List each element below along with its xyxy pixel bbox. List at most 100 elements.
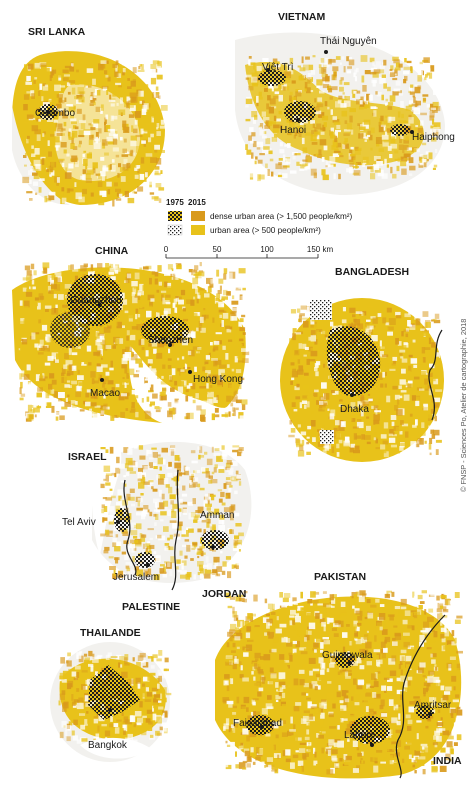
urban-speckle <box>230 727 237 734</box>
urban-speckle <box>289 91 293 96</box>
urban-speckle <box>36 117 39 122</box>
urban-speckle <box>433 126 440 132</box>
urban-speckle <box>290 362 295 366</box>
urban-speckle <box>137 682 141 689</box>
urban-speckle <box>331 449 337 457</box>
urban-speckle <box>314 131 321 136</box>
urban-speckle <box>130 342 136 347</box>
urban-speckle <box>202 366 206 372</box>
urban-speckle <box>58 265 64 271</box>
urban-speckle <box>101 364 108 368</box>
urban-speckle <box>357 622 362 626</box>
urban-speckle <box>290 762 295 769</box>
urban-speckle <box>395 311 401 316</box>
urban-speckle <box>271 769 278 772</box>
urban-speckle <box>167 406 171 409</box>
urban-speckle <box>172 503 179 509</box>
urban-speckle <box>146 305 153 312</box>
urban-speckle <box>336 124 341 129</box>
urban-speckle <box>141 64 144 70</box>
urban-speckle <box>212 511 215 515</box>
urban-speckle <box>358 133 364 139</box>
urban-speckle <box>293 134 296 139</box>
urban-speckle <box>157 683 160 689</box>
urban-speckle <box>60 194 63 198</box>
urban-speckle <box>302 663 309 671</box>
urban-speckle <box>64 353 69 359</box>
urban-speckle <box>147 656 153 659</box>
urban-speckle <box>293 706 300 712</box>
urban-speckle <box>453 722 457 729</box>
urban-speckle <box>283 83 288 87</box>
urban-speckle <box>359 590 366 596</box>
urban-speckle <box>263 146 270 150</box>
urban-speckle <box>33 404 38 408</box>
urban-speckle <box>411 631 414 637</box>
urban-speckle <box>408 365 412 372</box>
urban-speckle <box>152 654 158 659</box>
urban-speckle <box>369 699 373 704</box>
urban-speckle <box>331 749 338 754</box>
urban-speckle <box>167 509 173 516</box>
urban-speckle <box>123 138 127 143</box>
urban-speckle <box>335 614 342 618</box>
urban-speckle <box>445 686 452 691</box>
bangladesh-india-border <box>428 329 443 421</box>
urban-speckle <box>90 183 97 190</box>
urban-speckle <box>438 703 442 707</box>
urban-speckle <box>404 313 411 318</box>
urban-speckle <box>403 139 409 144</box>
urban-speckle <box>183 264 187 269</box>
urban-speckle <box>332 140 338 147</box>
urban-speckle <box>300 718 307 724</box>
urban-speckle <box>245 144 248 150</box>
urban-speckle <box>251 111 258 118</box>
urban-speckle <box>153 707 156 712</box>
urban-speckle <box>452 729 457 735</box>
urban-speckle <box>240 621 243 628</box>
urban-speckle <box>120 664 123 668</box>
urban-speckle <box>394 606 401 610</box>
urban-speckle <box>208 511 213 516</box>
urban-speckle <box>418 358 424 365</box>
urban-speckle <box>42 133 45 137</box>
urban-speckle <box>149 192 155 195</box>
urban-speckle <box>272 603 275 611</box>
urban-speckle <box>67 680 74 688</box>
urban-speckle <box>141 300 148 305</box>
urban-speckle <box>381 354 389 358</box>
urban-speckle <box>429 639 436 644</box>
urban-speckle <box>432 705 437 708</box>
urban-speckle <box>408 733 415 740</box>
urban-speckle <box>151 447 157 450</box>
urban-speckle <box>135 165 141 169</box>
urban-speckle <box>414 148 420 153</box>
map-vietnam <box>235 32 445 195</box>
lahore-marker <box>370 743 374 747</box>
urban-speckle <box>221 320 224 327</box>
urban-speckle <box>136 507 144 511</box>
urban-speckle <box>258 174 265 180</box>
urban-speckle <box>408 117 414 124</box>
urban-speckle <box>292 648 297 654</box>
urban-speckle <box>165 301 171 305</box>
urban-speckle <box>350 129 354 135</box>
urban-speckle <box>60 142 67 148</box>
urban-speckle <box>214 330 222 334</box>
urban-speckle <box>60 279 67 285</box>
urban-speckle <box>374 446 382 451</box>
urban-speckle <box>381 134 389 140</box>
urban-speckle <box>343 445 350 453</box>
urban-speckle <box>31 125 39 132</box>
urban-speckle <box>88 650 93 657</box>
urban-speckle <box>116 501 121 509</box>
urban-speckle <box>255 639 258 647</box>
urban-speckle <box>258 91 262 97</box>
urban-speckle <box>343 143 349 149</box>
urban-speckle <box>297 424 301 428</box>
urban-speckle <box>333 742 338 748</box>
urban-speckle <box>299 748 306 753</box>
urban-speckle <box>344 120 348 124</box>
urban-speckle <box>373 110 377 117</box>
urban-speckle <box>416 100 421 106</box>
